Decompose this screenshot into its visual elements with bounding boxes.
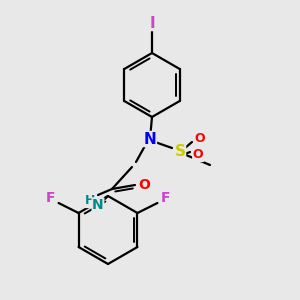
Text: F: F [46, 191, 55, 205]
Text: S: S [175, 143, 185, 158]
Text: H: H [85, 194, 95, 208]
Text: I: I [149, 16, 155, 31]
Text: F: F [161, 191, 170, 205]
Text: N: N [144, 131, 156, 146]
Text: O: O [193, 148, 203, 161]
Text: O: O [138, 178, 150, 192]
Text: N: N [92, 198, 104, 212]
Text: O: O [195, 133, 205, 146]
